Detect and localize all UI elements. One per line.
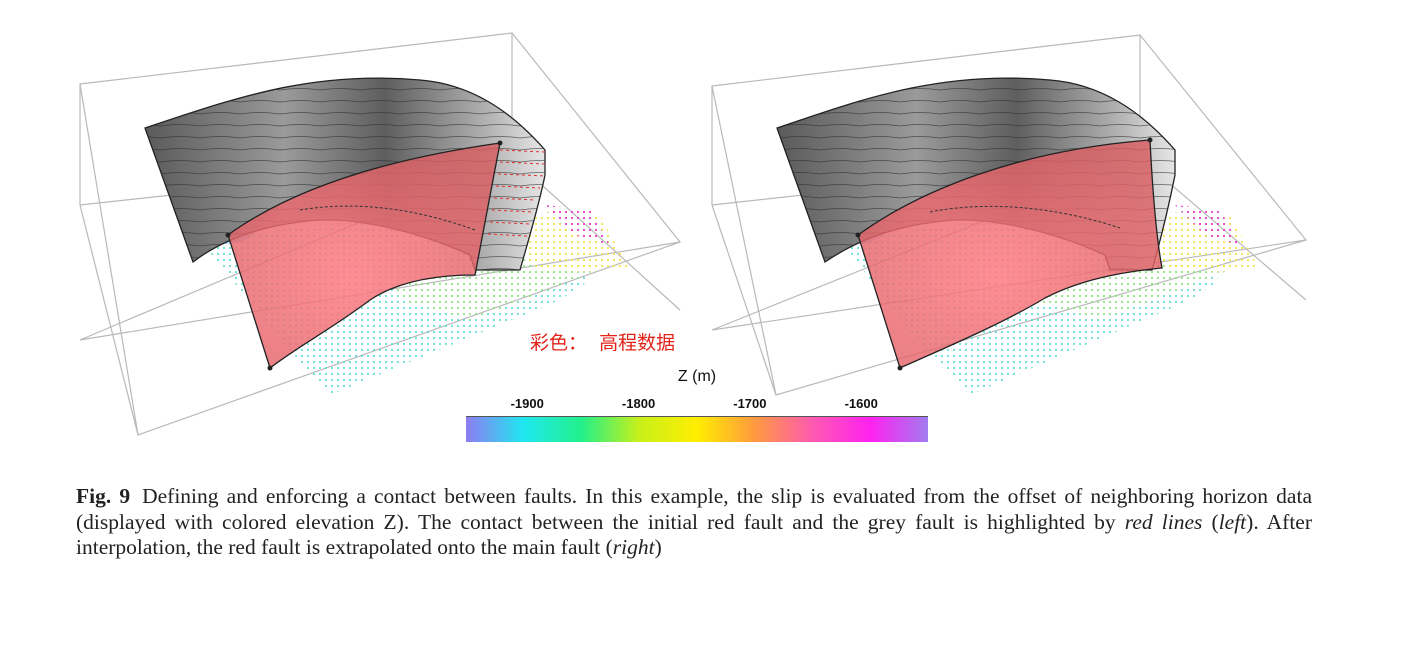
colorbar-ticks: -1900 -1800 -1700 -1600 [466, 396, 928, 416]
chinese-annotation: 彩色： 高程数据 [530, 332, 676, 354]
left-3d-panel [79, 32, 681, 436]
red-fault-surface [855, 137, 1163, 371]
colorbar-tick: -1900 [510, 396, 544, 411]
red-fault-surface [225, 140, 503, 371]
caption-text: ) [654, 535, 662, 559]
caption-text: ( [1202, 509, 1219, 534]
caption-text: Defining and enforcing a contact between… [76, 484, 1312, 534]
colorbar-tick: -1800 [621, 396, 656, 411]
right-3d-panel [711, 34, 1308, 396]
caption-text: ). After interpolation, the red fault is… [76, 509, 1312, 560]
figure-caption: Fig. 9 Defining and enforcing a contact b… [76, 484, 1312, 561]
caption-italic: right [612, 535, 655, 559]
caption-label: Fig. 9 [76, 484, 131, 508]
colorbar-tick: -1600 [844, 396, 878, 411]
caption-italic: red lines [1124, 509, 1203, 534]
figure: 彩色： 高程数据 Z (m) -1900 -1800 -1700 -1600 [79, 32, 1308, 448]
colorbar-title: Z (m) [677, 368, 717, 385]
colorbar-tick: -1700 [733, 396, 767, 411]
colorbar-gradient [466, 416, 928, 442]
caption-italic: left [1218, 509, 1247, 534]
colorbar: Z (m) -1900 -1800 -1700 -1600 [466, 366, 928, 448]
red-contact-lines [487, 149, 546, 237]
